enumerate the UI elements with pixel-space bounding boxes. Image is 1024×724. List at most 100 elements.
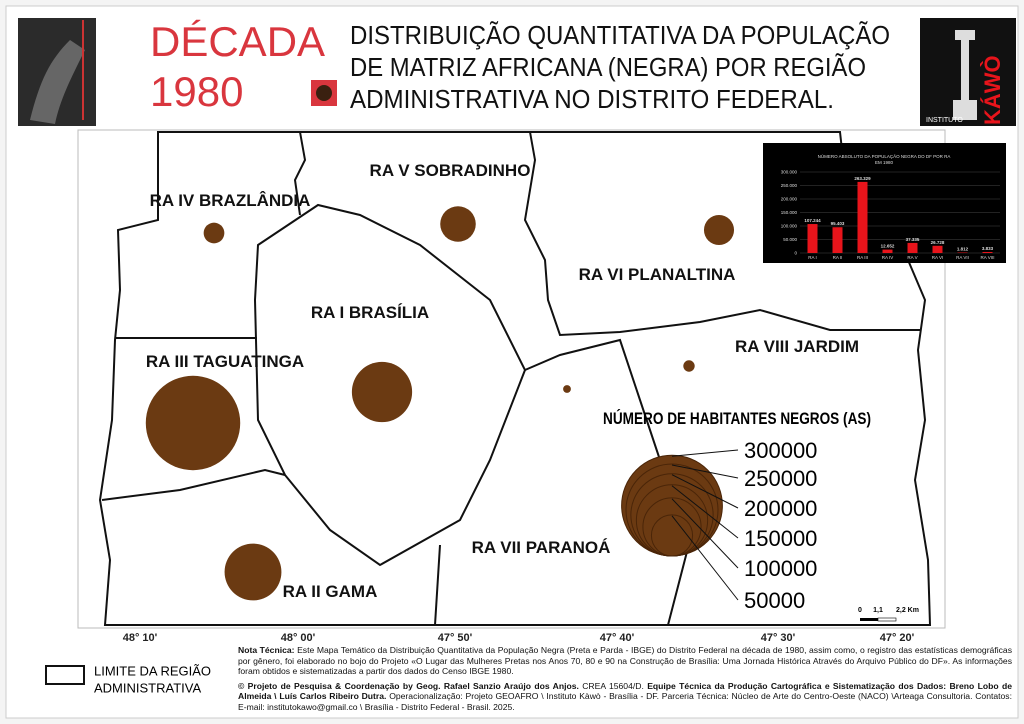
note-text: Este Mapa Temático da Distribuição Quant… <box>238 645 1013 677</box>
inset-value-label: 3.833 <box>982 246 994 251</box>
inset-bar <box>982 251 993 253</box>
region-label: RA IV BRAZLÂNDIA <box>150 191 311 210</box>
longitude-label: 48° 10' <box>123 632 158 644</box>
inset-value-label: 107.244 <box>804 218 821 223</box>
scale-label: 1,1 <box>873 607 883 614</box>
inset-x-tick: RA VII <box>956 255 969 260</box>
legend-title: NÚMERO DE HABITANTES NEGROS (AS) <box>603 409 871 428</box>
note: Nota Técnica: Este Mapa Temático da Dist… <box>238 645 1012 677</box>
inset-y-tick: 0 <box>794 251 797 256</box>
legend-label: 200000 <box>744 496 817 521</box>
scale-bar <box>860 617 897 622</box>
bubble <box>683 360 695 372</box>
boundary <box>293 131 307 216</box>
credits: © Projeto de Pesquisa & Coordenação by G… <box>238 681 1012 713</box>
inset-y-tick: 150.000 <box>781 210 798 215</box>
region-label: RA VIII JARDIM <box>735 337 859 356</box>
title-line: ADMINISTRATIVA NO DISTRITO FEDERAL. <box>350 84 834 114</box>
inset-bar <box>932 245 943 253</box>
boundary <box>434 544 441 626</box>
longitude-label: 47° 20' <box>880 632 915 644</box>
bubble <box>203 222 225 244</box>
region-label: RA VI PLANALTINA <box>579 265 736 284</box>
scale-label: 2,2 Km <box>896 607 919 614</box>
inset-value-label: 37.335 <box>906 237 920 242</box>
longitude-label: 48° 00' <box>281 632 316 644</box>
icon-dot <box>316 85 332 101</box>
photo-stripe <box>82 20 84 120</box>
inset-value-label: 95.403 <box>831 221 845 226</box>
legend-label: 250000 <box>744 466 817 491</box>
credit-part: © Projeto de Pesquisa & Coordenação by G… <box>238 680 579 691</box>
photo-shape <box>30 40 85 124</box>
legend-label: 50000 <box>744 588 805 613</box>
logo-small: INSTITUTO <box>926 117 963 124</box>
decade: DÉCADA <box>150 18 325 65</box>
inset-title: NÚMERO ABSOLUTO DA POPULAÇÃO NEGRA DO DF… <box>818 153 951 159</box>
boundary <box>523 131 920 337</box>
title-line: DE MATRIZ AFRICANA (NEGRA) POR REGIÃO <box>350 52 866 82</box>
longitude-label: 47° 40' <box>600 632 635 644</box>
credit-part: Operacionalização: Projeto GEOAFRO \ Ins… <box>238 691 1012 712</box>
longitude-label: 47° 50' <box>438 632 473 644</box>
inset-bar <box>857 181 868 253</box>
inset-x-tick: RA VIII <box>980 255 994 260</box>
bubble <box>351 361 413 423</box>
region-label: RA III TAGUATINGA <box>146 352 304 371</box>
inset-bar <box>807 224 818 253</box>
leader-line <box>671 485 739 539</box>
logo-big: KÁWÒ <box>980 55 1005 125</box>
region-label: RA II GAMA <box>283 582 378 601</box>
region-label: RA V SOBRADINHO <box>370 161 531 180</box>
legend-bubble <box>650 514 694 557</box>
bubble <box>145 375 241 471</box>
inset-y-tick: 200.000 <box>781 197 798 202</box>
region-label: RA VII PARANOÁ <box>472 538 611 557</box>
year: 1980 <box>150 68 243 115</box>
boundaries <box>98 131 932 626</box>
scale-seg <box>877 617 897 622</box>
leader-line <box>671 449 739 457</box>
inset-x-tick: RA V <box>907 255 917 260</box>
inset-x-tick: RA IV <box>882 255 894 260</box>
inset-title: EM 1980 <box>875 160 894 165</box>
title-line: DISTRIBUIÇÃO QUANTITATIVA DA POPULAÇÃO <box>350 20 890 50</box>
bubble <box>224 543 282 601</box>
boundary-legend: LIMITE DA REGIÃO <box>94 663 211 678</box>
leader-line <box>671 498 739 569</box>
region-label: RA I BRASÍLIA <box>311 303 429 322</box>
inset-value-label: 26.728 <box>931 240 945 245</box>
inset-x-tick: RA I <box>808 255 817 260</box>
bubble <box>440 206 476 242</box>
scale-label: 0 <box>858 607 862 614</box>
leader-line <box>671 464 739 479</box>
bubble <box>563 385 571 393</box>
inset-y-tick: 100.000 <box>781 224 798 229</box>
notes: Nota Técnica: Este Mapa Temático da Dist… <box>238 645 1012 717</box>
credit-part: CREA 15604/D. <box>578 680 648 691</box>
inset-chart: NÚMERO ABSOLUTO DA POPULAÇÃO NEGRA DO DF… <box>763 143 1006 263</box>
inset-x-tick: RA II <box>833 255 843 260</box>
inset-y-tick: 300.000 <box>781 170 798 175</box>
inset-value-label: 263.329 <box>854 176 871 181</box>
inset-x-tick: RA III <box>857 255 868 260</box>
boundary <box>101 468 286 501</box>
leader-line <box>671 474 739 509</box>
inset-y-tick: 250.000 <box>781 183 798 188</box>
legend-label: 150000 <box>744 526 817 551</box>
boundary-legend: ADMINISTRATIVA <box>94 680 201 695</box>
note-label: Nota Técnica: <box>238 645 295 655</box>
statue <box>953 30 977 120</box>
inset-bg <box>763 143 1006 263</box>
legend-label: 100000 <box>744 556 817 581</box>
boundary-key <box>45 665 85 685</box>
inset-bar <box>882 249 893 253</box>
longitude-label: 47° 30' <box>761 632 796 644</box>
boundary <box>253 203 527 567</box>
inset-y-tick: 50.000 <box>783 237 797 242</box>
bubble <box>703 214 735 246</box>
inset-value-label: 1.812 <box>957 247 969 252</box>
inset-bar <box>907 242 918 253</box>
